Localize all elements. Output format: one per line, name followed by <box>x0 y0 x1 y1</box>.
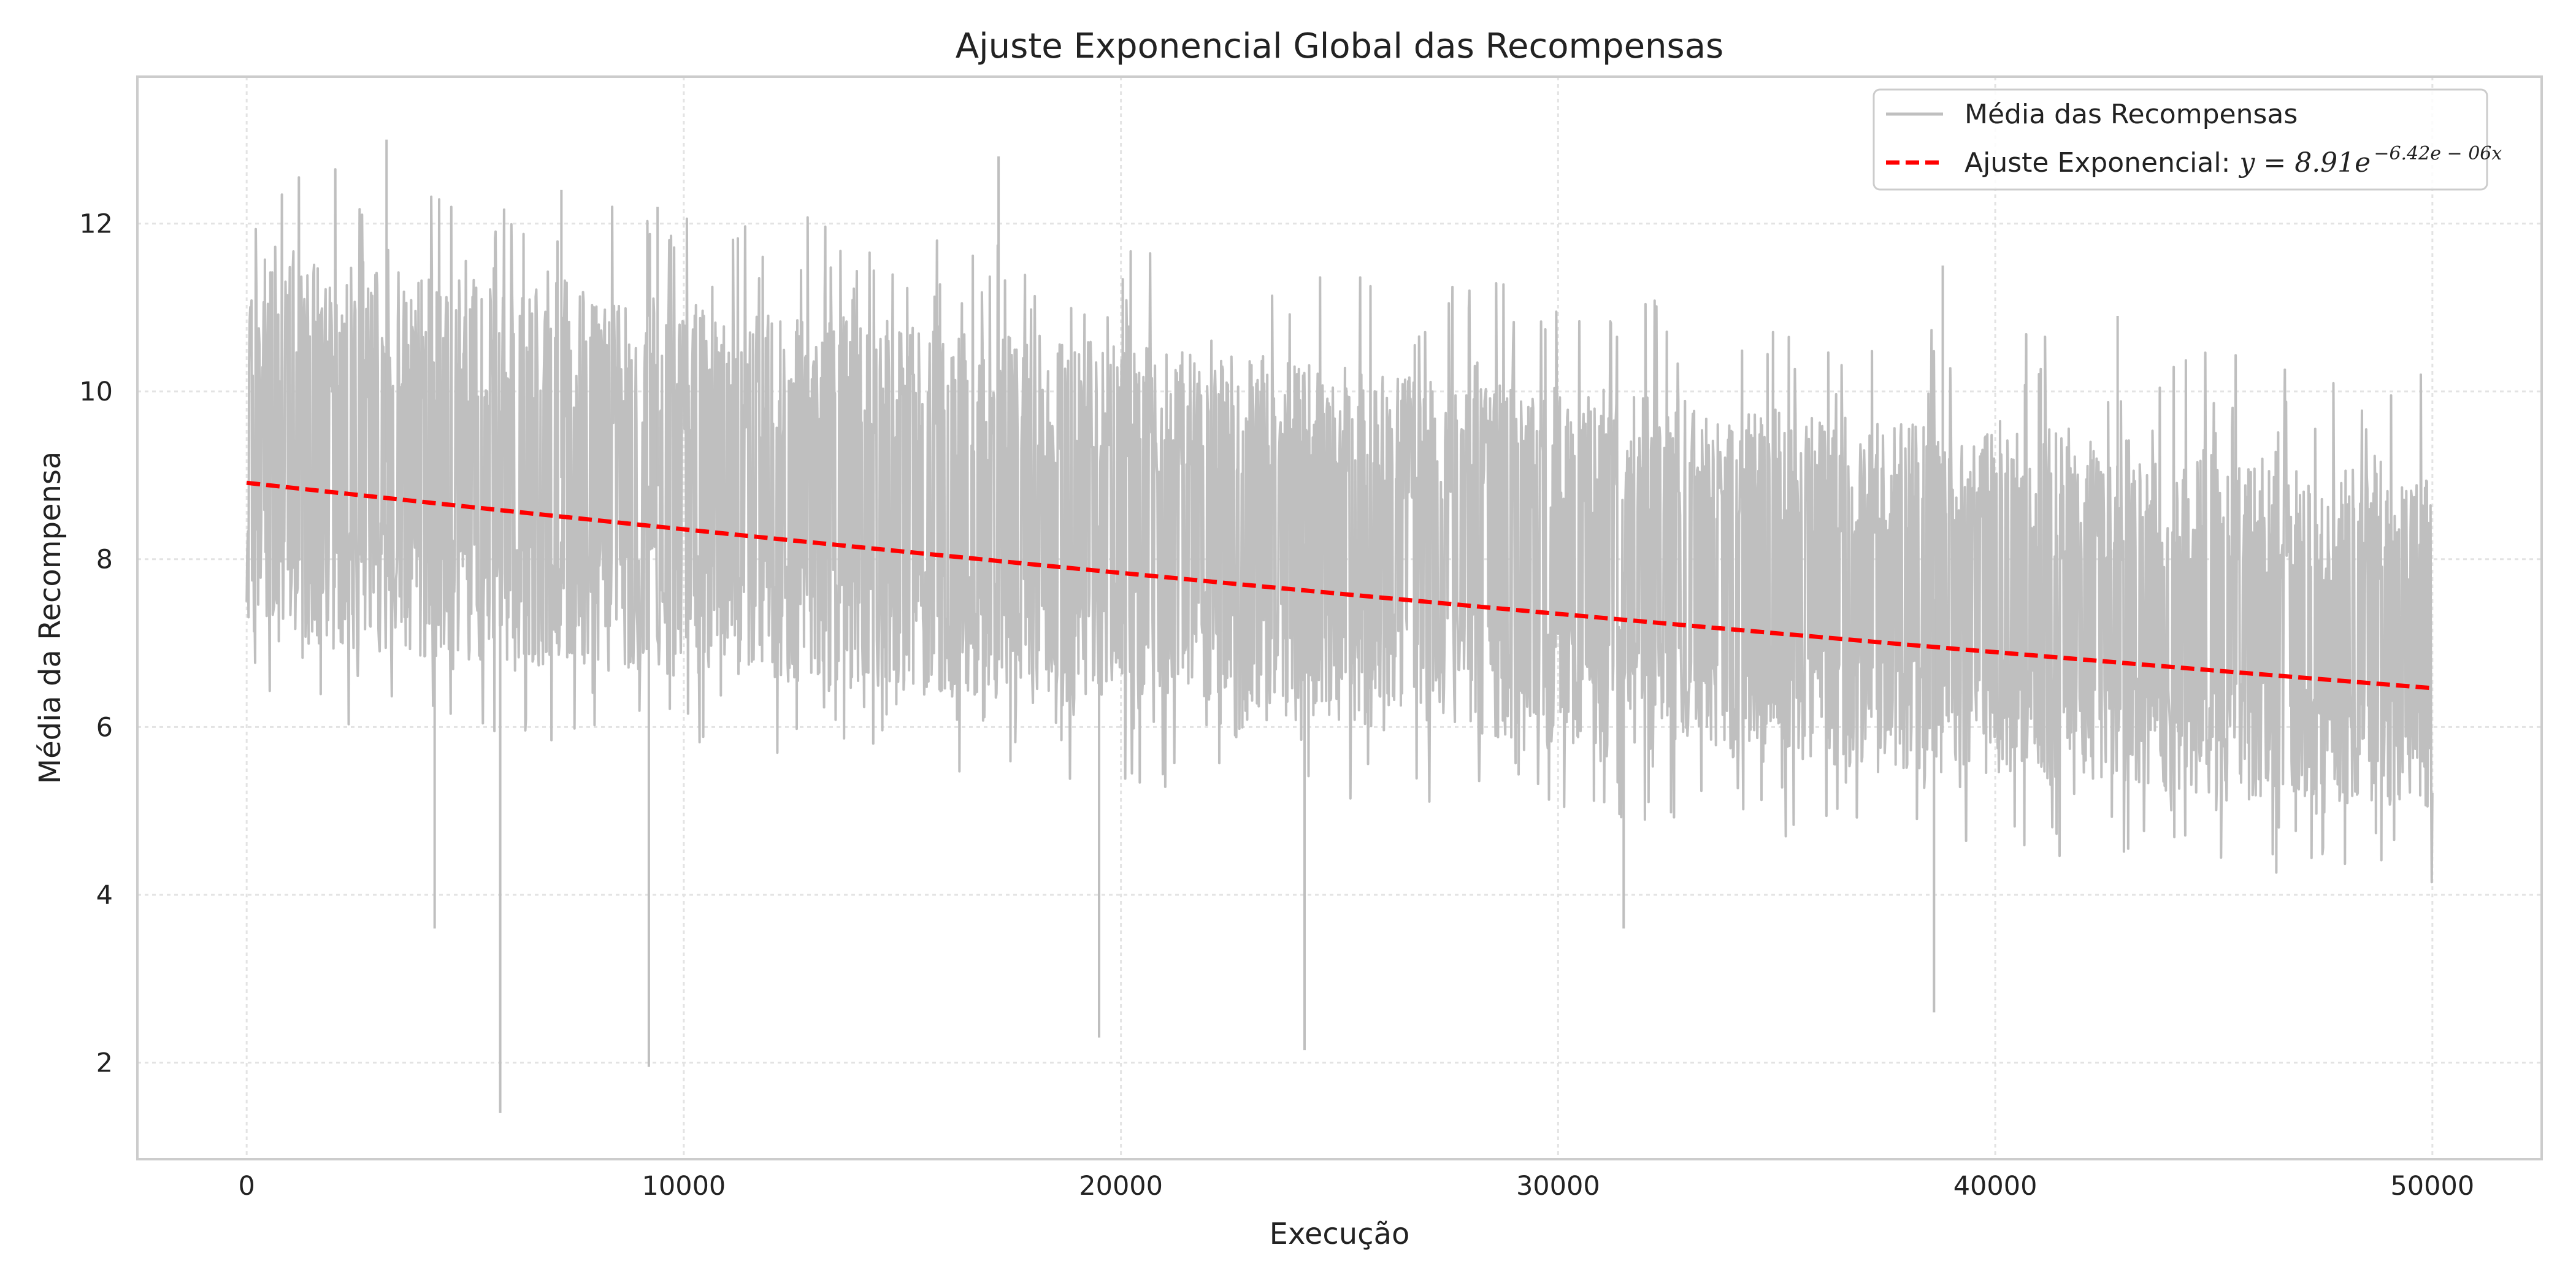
legend: Média das Recompensas Ajuste Exponencial… <box>1873 88 2502 191</box>
y-axis-label: Média da Recompensa <box>33 451 67 784</box>
legend-label-fit: Ajuste Exponencial: y = 8.91e −6.42e − 0… <box>1965 143 2502 178</box>
x-tick-label: 40000 <box>1953 1171 2037 1202</box>
chart-title: Ajuste Exponencial Global das Recompensa… <box>956 26 1723 66</box>
plot-frame <box>136 75 2543 1160</box>
legend-box <box>1873 88 2488 191</box>
y-tick-label: 4 <box>96 880 113 911</box>
series-line-ajuste-exponencial <box>246 480 2433 691</box>
y-tick-label: 10 <box>79 377 113 407</box>
y-tick-label: 12 <box>79 209 113 239</box>
y-tick-label: 6 <box>96 712 113 743</box>
tick-labels: 0 10000 20000 30000 40000 50000 2 4 6 8 10 12 <box>79 209 2474 1202</box>
x-tick-label: 30000 <box>1516 1171 1600 1202</box>
y-tick-label: 2 <box>96 1048 113 1079</box>
series-layer <box>245 139 2434 1113</box>
x-axis-label: Execução <box>1270 1217 1410 1251</box>
x-tick-label: 50000 <box>2390 1171 2474 1202</box>
x-tick-label: 20000 <box>1079 1171 1163 1202</box>
x-tick-label: 10000 <box>642 1171 726 1202</box>
x-tick-label: 0 <box>239 1171 255 1202</box>
y-tick-label: 8 <box>96 545 113 575</box>
legend-label-raw: Média das Recompensas <box>1965 99 2298 130</box>
series-line-media-recompensas <box>245 168 2434 884</box>
